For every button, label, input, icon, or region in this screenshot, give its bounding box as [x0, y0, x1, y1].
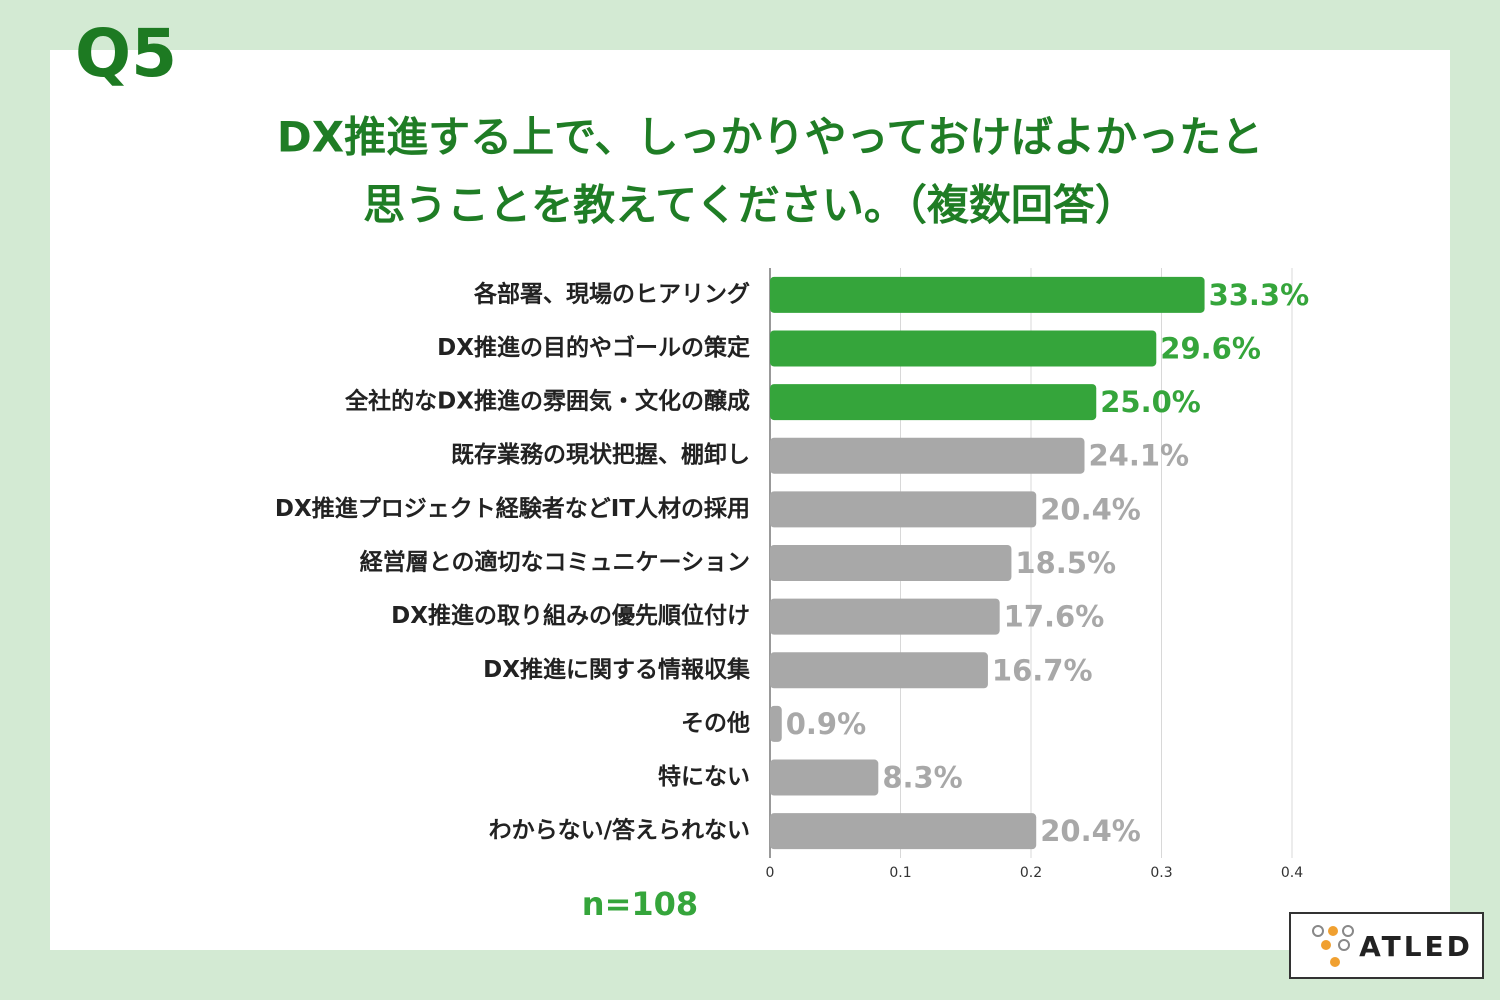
bar	[770, 545, 1012, 581]
value-label: 20.4%	[1040, 814, 1141, 848]
value-label: 18.5%	[1015, 546, 1116, 580]
y-tick-label: DX推進の目的やゴールの策定	[437, 334, 750, 361]
y-tick-label: わからない/答えられない	[489, 817, 750, 844]
bar	[770, 813, 1037, 850]
bar	[770, 491, 1037, 528]
question-number: Q5	[75, 15, 177, 92]
value-label: 20.4%	[1040, 492, 1141, 526]
y-tick-label: 経営層との適切なコミュニケーション	[360, 549, 750, 576]
x-tick-label: 0.3	[1150, 865, 1172, 881]
chart-title: DX推進する上で、しっかりやっておけばよかったと	[277, 113, 1263, 162]
value-label: 25.0%	[1100, 385, 1201, 419]
bar	[770, 705, 782, 742]
x-tick-label: 0.2	[1020, 865, 1042, 881]
bar	[770, 598, 1000, 635]
y-tick-label: 特にない	[658, 764, 750, 790]
logo-dot	[1321, 940, 1331, 950]
bar	[770, 384, 1097, 421]
value-label: 24.1%	[1089, 439, 1190, 473]
x-tick-label: 0	[766, 865, 775, 881]
x-tick-label: 0.1	[889, 865, 911, 881]
y-tick-label: その他	[681, 710, 750, 736]
y-tick-label: DX推進の取り組みの優先順位付け	[391, 602, 750, 629]
logo-dot	[1342, 925, 1354, 937]
value-label: 29.6%	[1160, 331, 1261, 365]
value-label: 33.3%	[1209, 278, 1310, 312]
y-tick-label: 全社的なDX推進の雰囲気・文化の醸成	[344, 388, 750, 415]
logo: ATLED	[1289, 912, 1484, 979]
logo-dot	[1328, 926, 1338, 936]
y-tick-label: DX推進に関する情報収集	[483, 656, 751, 683]
value-label: 16.7%	[992, 653, 1093, 687]
sample-size: n=108	[582, 885, 698, 923]
value-label: 17.6%	[1004, 600, 1105, 634]
chart-title: 思うことを教えてください。（複数回答）	[363, 181, 1137, 230]
logo-text: ATLED	[1359, 930, 1473, 963]
logo-dot	[1330, 957, 1340, 967]
bar	[770, 330, 1157, 367]
value-label: 0.9%	[786, 707, 866, 741]
y-tick-label: 各部署、現場のヒアリング	[473, 280, 750, 307]
bar	[770, 276, 1205, 313]
y-tick-label: 既存業務の現状把握、棚卸し	[451, 441, 750, 468]
panel	[50, 50, 1450, 950]
logo-dot	[1338, 939, 1350, 951]
bar	[770, 652, 988, 689]
logo-dot	[1312, 925, 1324, 937]
bar	[770, 759, 879, 796]
y-tick-label: DX推進プロジェクト経験者などIT人材の採用	[275, 495, 750, 522]
bar	[770, 437, 1085, 474]
x-tick-label: 0.4	[1281, 865, 1303, 881]
value-label: 8.3%	[882, 761, 962, 795]
